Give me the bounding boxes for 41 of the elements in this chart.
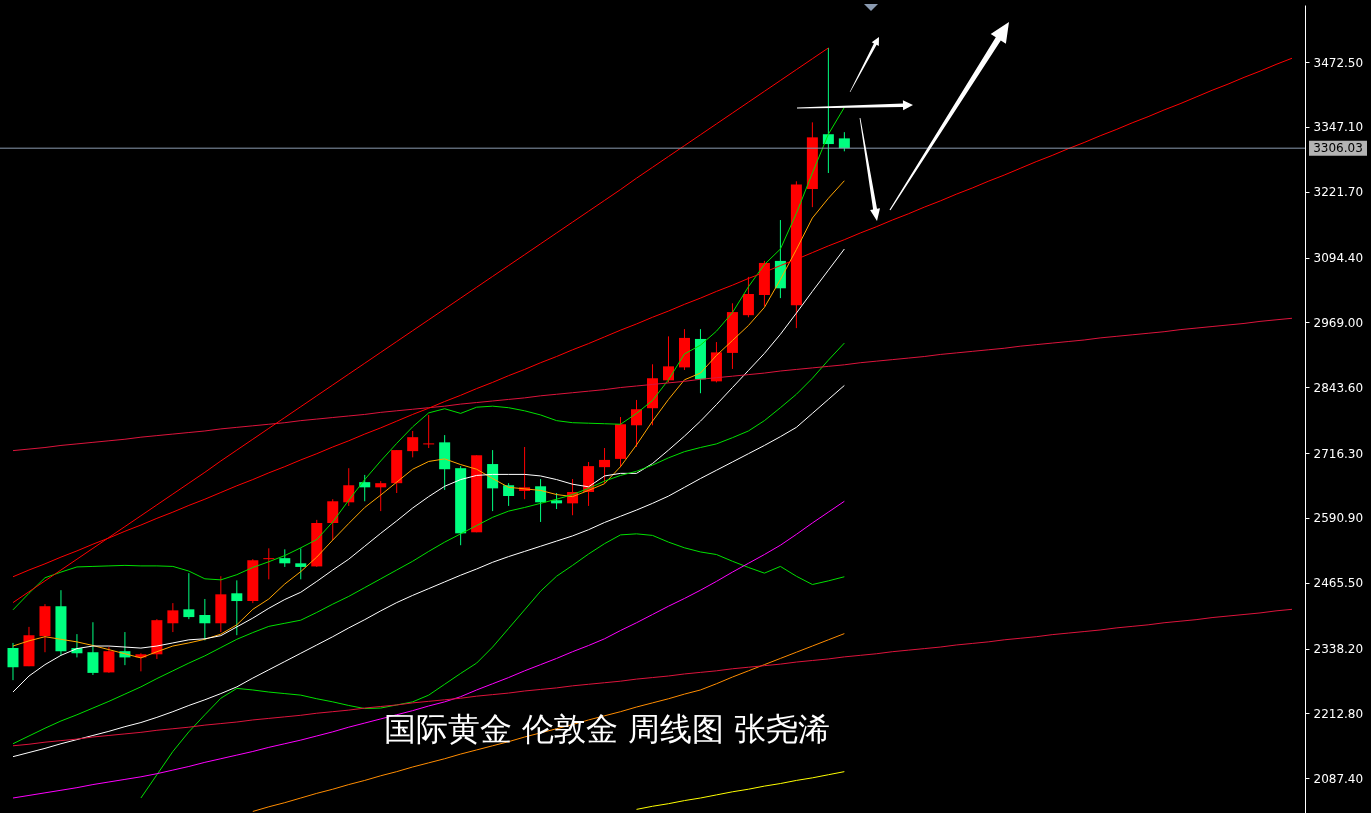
candlestick [231,579,243,636]
line-series [12,608,1293,747]
candlestick [535,478,547,523]
line-series [636,771,845,810]
line-series [12,248,845,693]
y-tick-label: 2590.90 [1313,511,1364,526]
candlestick [167,602,179,633]
y-tick-label: 2716.30 [1313,446,1364,461]
y-tick-label: 2843.60 [1313,380,1364,395]
candlestick [503,482,515,507]
line-series [12,500,845,799]
candlestick [599,447,611,484]
candlestick [263,547,275,580]
candlestick [343,467,355,507]
y-tick-label: 3347.10 [1313,120,1364,135]
line-series [252,633,845,812]
candlestick [103,646,115,674]
candlestick [375,480,387,512]
candlestick [631,399,643,448]
candlestick [662,335,674,383]
y-tick-label: 2087.40 [1313,771,1364,786]
candlestick [295,547,307,580]
candlestick [87,621,99,676]
y-tick-label: 2212.80 [1313,706,1364,721]
line-series [12,317,1293,452]
candlestick [7,642,19,681]
y-tick-label: 3221.70 [1313,185,1364,200]
candlestick [183,572,195,620]
y-tick-label: 2465.50 [1313,576,1364,591]
candlestick [742,276,754,318]
y-tick-label: 3472.50 [1313,55,1364,70]
candlestick [423,414,435,449]
y-tick-label: 2969.00 [1313,315,1364,330]
candlestick [838,131,850,152]
y-tick-label: 3094.40 [1313,251,1364,266]
candlestick [199,598,211,641]
line-series [140,533,845,799]
ref-line-label: 3306.03 [1313,141,1363,156]
candlestick [327,498,339,541]
y-tick-label: 2338.20 [1313,642,1364,657]
candlestick [407,430,419,458]
